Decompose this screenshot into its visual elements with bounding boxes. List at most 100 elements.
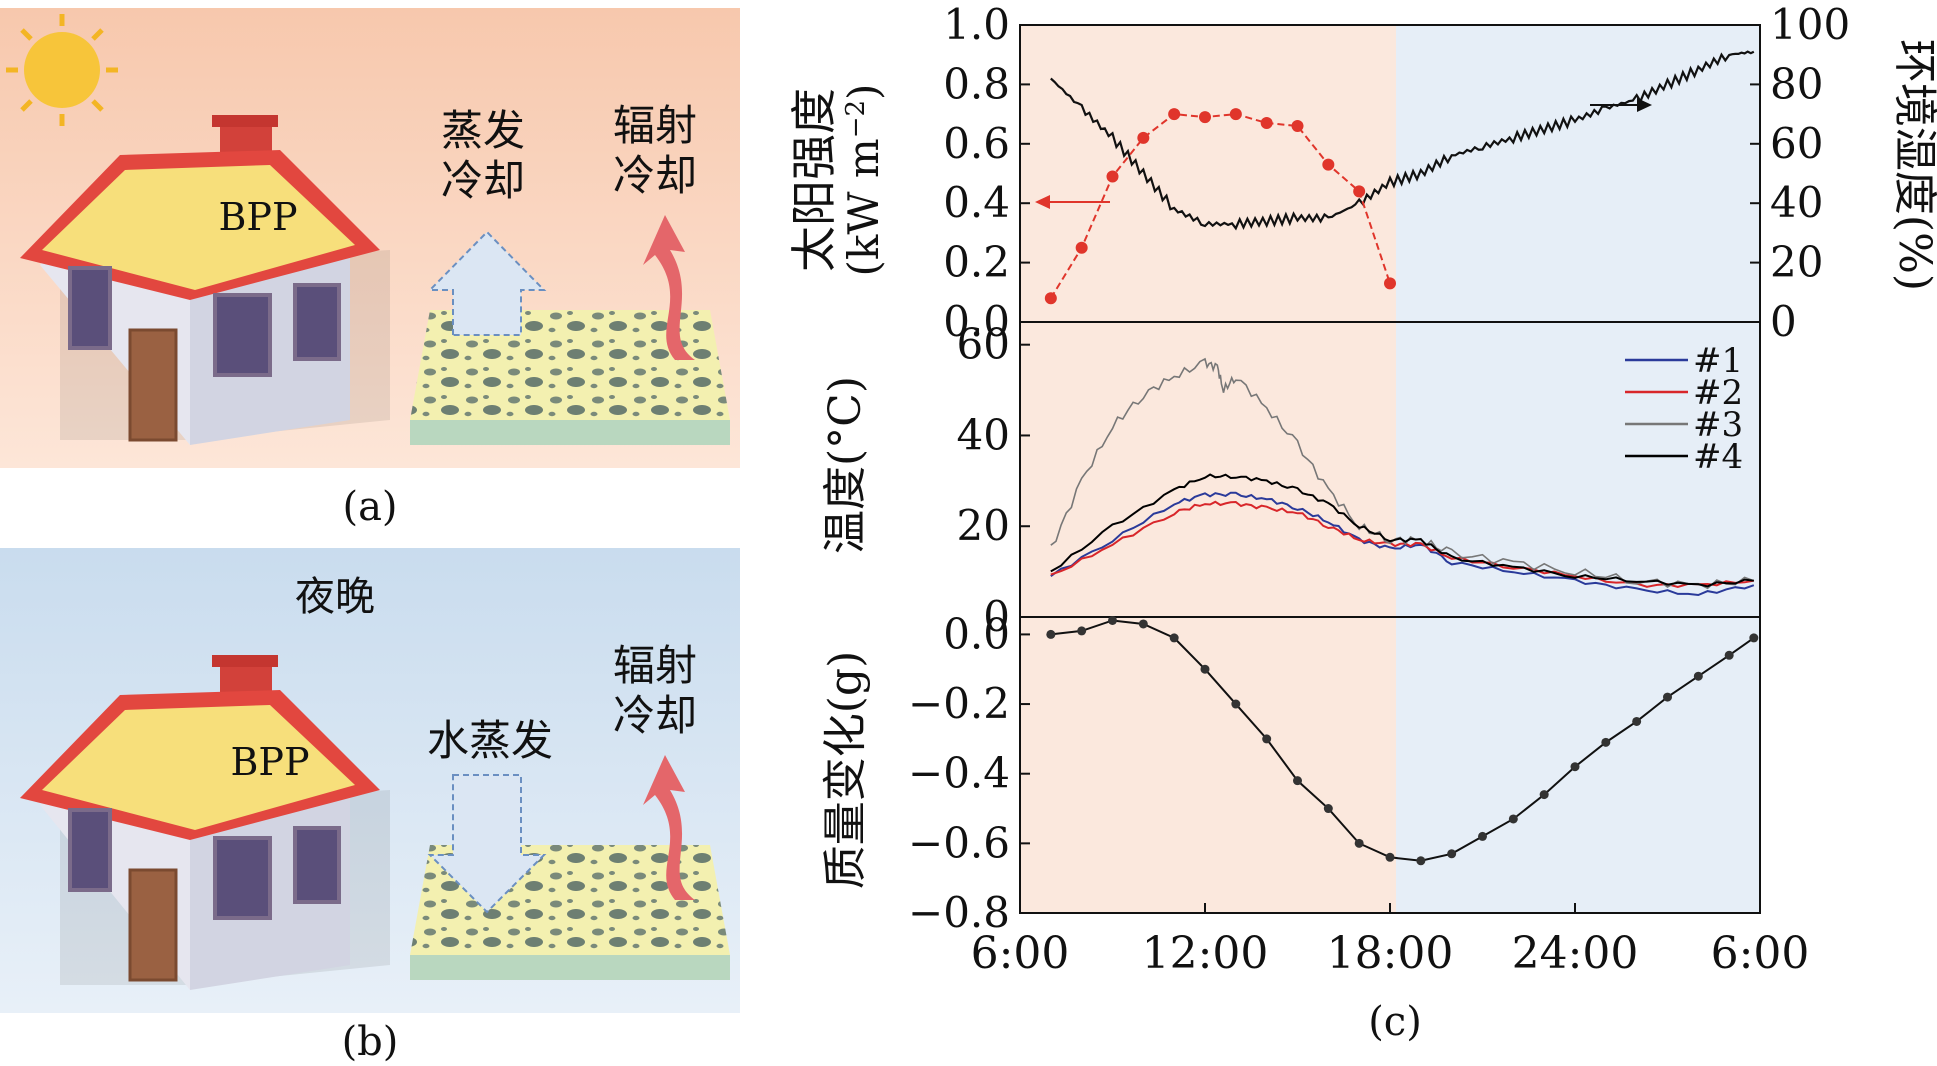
legend-label: #4 (1693, 437, 1743, 477)
humidity-axis-arrow-head (1637, 98, 1652, 112)
house-icon-night (20, 655, 390, 990)
panel-c: 6:00 12:00 18:00 24:00 6:00 0.0 0.2 0.4 0.6 0.8 1.… (787, 0, 1937, 1045)
mass-point (1200, 664, 1210, 674)
solar-point (1106, 170, 1119, 183)
top-ytick-right-label: 60 (1770, 119, 1823, 168)
evap-label-1: 蒸发 (441, 106, 525, 155)
rad-label-2: 冷却 (613, 151, 697, 200)
house-icon (20, 115, 390, 445)
mass-point (1478, 831, 1487, 841)
evaporation-arrow-icon (427, 230, 547, 336)
solar-point (1229, 108, 1242, 121)
caption-a: (a) (342, 484, 397, 530)
mass-point (1447, 849, 1457, 859)
radiation-arrow-icon-night (643, 755, 695, 900)
mass-point (1138, 619, 1148, 629)
roof-label-night: BPP (230, 740, 309, 784)
legend-label: #3 (1693, 405, 1743, 445)
mass-point (1570, 762, 1580, 772)
x-tick-label: 24:00 (1512, 928, 1639, 979)
water-label: 水蒸发 (427, 716, 553, 765)
mass-point (1354, 838, 1364, 848)
night-title: 夜晚 (295, 574, 375, 620)
x-tick-label: 18:00 (1327, 928, 1454, 979)
mass-point (1749, 633, 1759, 643)
mass-point (1385, 852, 1395, 862)
mid-ytick-label: 0 (983, 592, 1010, 641)
panel-a: BPP 蒸发 冷却 辐射 冷却 (a) (0, 8, 740, 530)
top-ylabel-right: 环境湿度(%) (1889, 39, 1937, 291)
series-1-line (1050, 491, 1755, 597)
mass-point (1323, 804, 1333, 814)
caption-c: (c) (1368, 999, 1422, 1045)
top-ytick-right-label: 0 (1770, 297, 1797, 346)
solar-point (1137, 131, 1150, 144)
top-ytick-left-label: 0.2 (943, 238, 1010, 287)
legend-label: #1 (1693, 341, 1743, 381)
solar-point (1168, 108, 1181, 121)
mass-point (1231, 699, 1241, 709)
solar-point (1044, 292, 1057, 305)
bot-ytick-label: −0.8 (908, 888, 1010, 937)
mid-ylabel: 温度(°C) (820, 376, 871, 554)
mass-point (1169, 633, 1179, 643)
rad-label-night-1: 辐射 (613, 641, 697, 690)
roof-label: BPP (218, 195, 297, 239)
x-tick-label: 6:00 (971, 928, 1070, 979)
top-ylabel-1: 太阳强度 (787, 88, 841, 272)
mass-point (1693, 671, 1703, 681)
solar-axis-arrow-head (1035, 195, 1050, 209)
rad-label-1: 辐射 (613, 101, 697, 150)
solar-line (1049, 113, 1391, 299)
top-ytick-left-label: 0.4 (943, 178, 1010, 227)
water-absorption-arrow-icon (427, 774, 547, 914)
evap-label-2: 冷却 (441, 156, 525, 205)
bot-ylabel: 质量变化(g) (820, 651, 871, 890)
top-ylabel-2: (kW m−2) (839, 84, 888, 277)
panel-b: 夜晚 BPP 水蒸发 辐射 冷却 (b) (0, 548, 740, 1065)
top-ytick-right-label: 100 (1770, 0, 1850, 49)
mid-ytick-label: 20 (957, 501, 1010, 550)
mass-point (1539, 790, 1549, 800)
porous-film (410, 310, 730, 445)
solar-point (1353, 185, 1366, 198)
x-tick-label: 6:00 (1711, 928, 1810, 979)
day-shading (1020, 25, 1396, 913)
mass-line (1050, 619, 1755, 862)
sun-icon (6, 14, 118, 126)
legend-label: #2 (1693, 373, 1743, 413)
mass-point (1416, 856, 1426, 866)
mass-point (1046, 629, 1056, 639)
solar-point (1322, 158, 1335, 171)
solar-point (1075, 241, 1088, 254)
mass-point (1632, 716, 1642, 726)
rad-label-night-2: 冷却 (613, 691, 697, 740)
solar-point (1199, 111, 1211, 124)
bot-ytick-label: −0.6 (908, 818, 1010, 867)
bot-ytick-label: −0.2 (908, 679, 1010, 728)
top-ytick-left-label: 1.0 (943, 0, 1010, 49)
mass-point (1663, 692, 1672, 702)
mass-point (1724, 650, 1734, 660)
series-3-line (1050, 357, 1755, 590)
radiation-arrow-icon (643, 215, 695, 360)
top-ytick-right-label: 80 (1770, 59, 1823, 108)
mass-point (1077, 626, 1087, 636)
mass-point (1293, 776, 1302, 786)
bot-ytick-label: 0.0 (943, 609, 1010, 658)
top-ytick-right-label: 20 (1770, 238, 1823, 287)
mass-point (1601, 737, 1611, 747)
solar-point (1384, 277, 1396, 290)
top-ytick-left-label: 0.6 (943, 119, 1010, 168)
series-4-line (1050, 473, 1754, 588)
solar-point (1260, 117, 1273, 130)
mass-point (1508, 814, 1518, 824)
solar-point (1291, 119, 1304, 132)
x-tick-label: 12:00 (1142, 928, 1269, 979)
humidity-line (1050, 50, 1755, 231)
top-ytick-left-label: 0.8 (943, 59, 1010, 108)
mid-ytick-label: 40 (957, 410, 1010, 459)
mid-ytick-label: 60 (957, 320, 1010, 369)
top-ytick-left-label: 0.0 (943, 297, 1010, 346)
